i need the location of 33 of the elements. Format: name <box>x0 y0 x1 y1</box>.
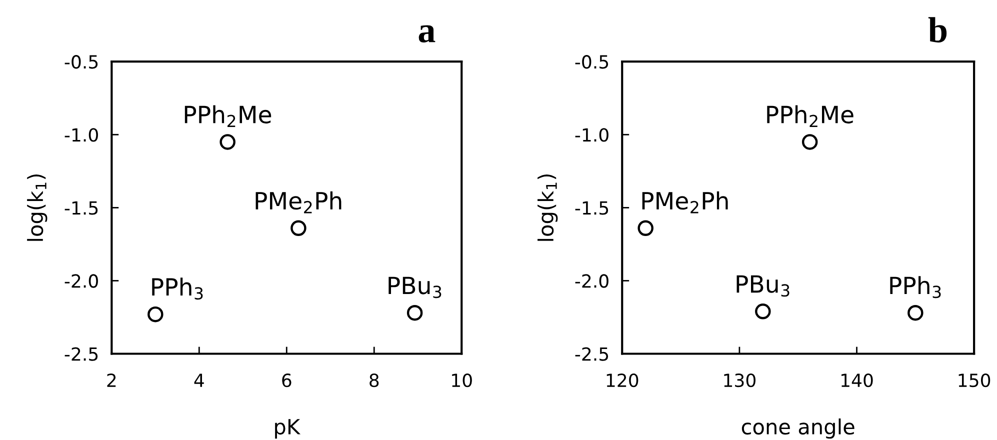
x-tick-label: 10 <box>452 374 472 388</box>
x-tick-label: 130 <box>724 374 756 388</box>
x-axis-title: pK <box>275 419 301 439</box>
chart-title: b <box>928 17 947 43</box>
x-tick-label: 4 <box>194 374 204 387</box>
y-axis-title: log(k$_{1}$) <box>538 174 558 241</box>
x-axis-title: cone angle <box>742 418 854 439</box>
chart-title: a <box>418 25 436 43</box>
x-tick-label: 120 <box>606 374 638 388</box>
x-tick-label: 6 <box>282 374 292 388</box>
x-tick-label: 8 <box>370 374 379 388</box>
y-tick-label: -2.0 <box>64 274 98 288</box>
x-tick-label: 150 <box>958 374 990 388</box>
y-tick-label: -1.0 <box>64 128 98 142</box>
y-tick-label: -1.0 <box>575 128 608 142</box>
y-tick-label: -2.5 <box>575 347 608 361</box>
y-tick-label: -1.5 <box>575 201 608 215</box>
y-tick-label: -0.5 <box>575 55 608 69</box>
y-tick-label: -2.5 <box>64 347 98 361</box>
x-tick-label: 140 <box>842 374 873 388</box>
y-tick-label: -0.5 <box>64 55 98 69</box>
annotation: PMe$_{2}$Ph <box>642 191 728 214</box>
x-tick-label: 2 <box>107 374 116 387</box>
annotation: PPh$_{2}$Me <box>184 105 272 128</box>
annotation: PPh$_{2}$Me <box>767 105 854 128</box>
annotation: PPh$_{3}$ <box>890 276 941 298</box>
annotation: PPh$_{3}$ <box>152 278 203 300</box>
y-tick-label: -1.5 <box>64 201 98 215</box>
y-axis-title: log(k$_{1}$) <box>27 174 48 241</box>
annotation: PBu$_{3}$ <box>388 276 442 298</box>
y-tick-label: -2.0 <box>575 274 608 288</box>
annotation: PMe$_{2}$Ph <box>256 191 342 214</box>
annotation: PBu$_{3}$ <box>736 275 790 297</box>
